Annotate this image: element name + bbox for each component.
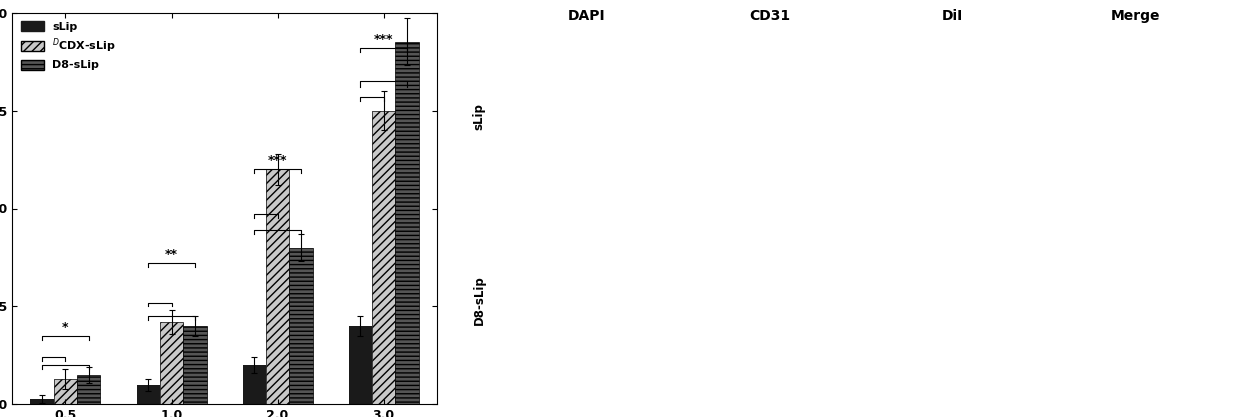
Bar [372,111,396,404]
Bar [289,248,312,404]
Bar [53,379,77,404]
Bar [160,322,184,404]
Legend: sLip, $^D$CDX-sLip, D8-sLip: sLip, $^D$CDX-sLip, D8-sLip [17,18,119,74]
Text: DiI: DiI [942,9,963,23]
Text: sLip: sLip [472,103,485,131]
Bar [265,169,289,404]
Bar [243,365,265,404]
Text: 20μm: 20μm [534,374,565,384]
Text: D8-sLip: D8-sLip [472,275,485,325]
Bar [348,326,372,404]
Text: **: ** [165,249,179,261]
Bar [184,326,207,404]
Text: Merge: Merge [1111,9,1161,23]
Text: *: * [62,321,68,334]
Text: CD31: CD31 [749,9,790,23]
Bar [31,399,53,404]
Text: ***: *** [374,33,393,46]
Bar [396,42,419,404]
Bar [136,385,160,404]
Bar [77,375,100,404]
Text: ***: *** [268,154,288,167]
Text: DAPI: DAPI [568,9,605,23]
